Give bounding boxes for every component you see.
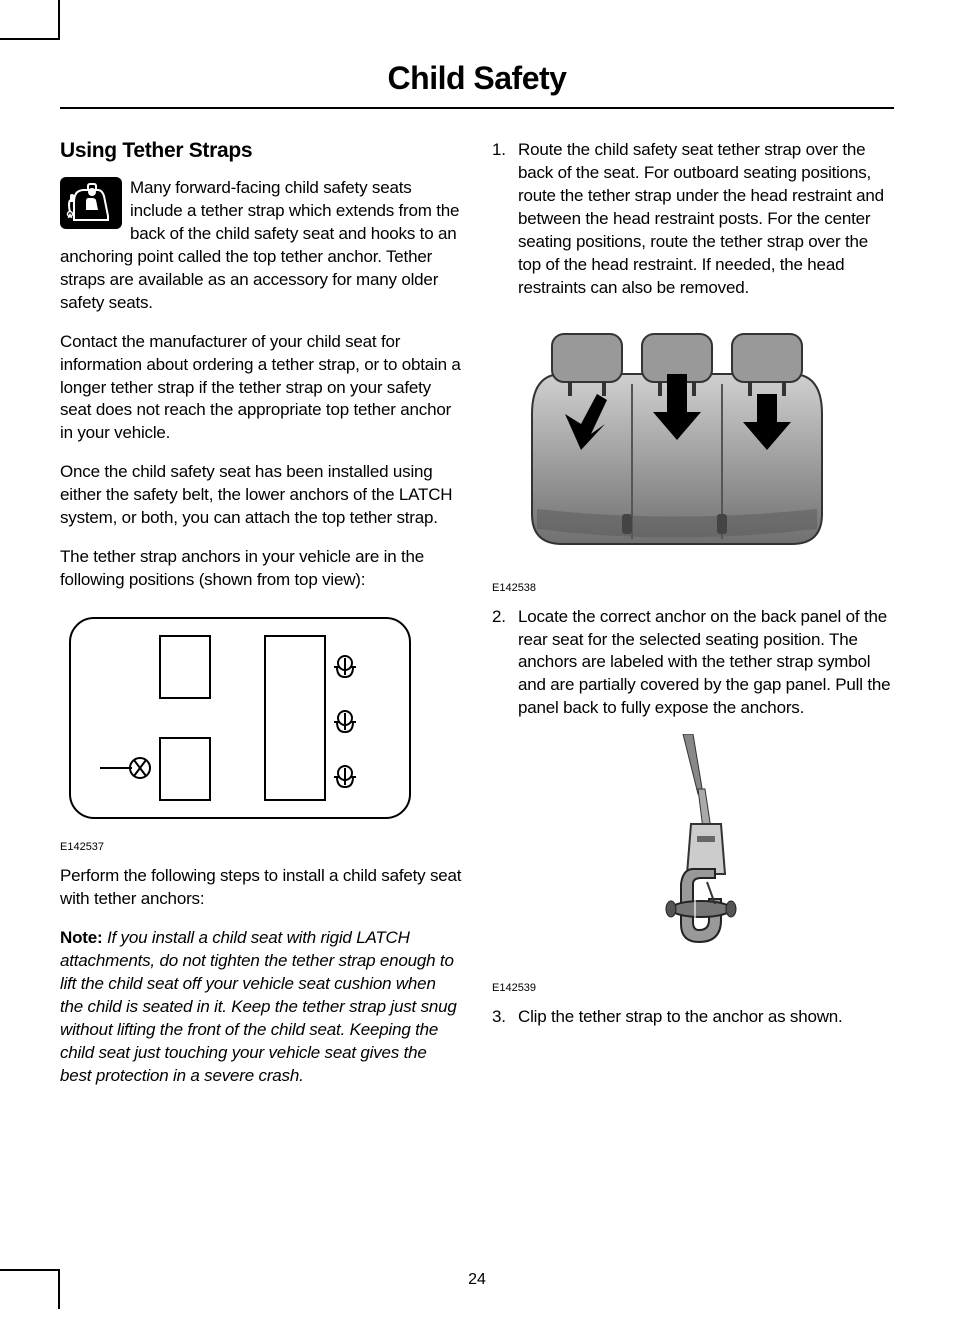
paragraph-4: The tether strap anchors in your vehicle… (60, 546, 462, 592)
anchor-clip-diagram (492, 734, 894, 974)
step-3: 3. Clip the tether strap to the anchor a… (492, 1006, 894, 1029)
child-seat-icon (60, 177, 122, 229)
top-view-diagram (60, 608, 462, 833)
step-text: Route the child safety seat tether strap… (518, 139, 894, 300)
step-text: Locate the correct anchor on the back pa… (518, 606, 894, 721)
step-number: 3. (492, 1006, 518, 1029)
right-column: 1. Route the child safety seat tether st… (492, 139, 894, 1103)
content-columns: Using Tether Straps Many forward-facing … (60, 139, 894, 1103)
step-2: 2. Locate the correct anchor on the back… (492, 606, 894, 721)
left-column: Using Tether Straps Many forward-facing … (60, 139, 462, 1103)
diagram-3-caption: E142539 (492, 982, 894, 994)
note-paragraph: Note: If you install a child seat with r… (60, 927, 462, 1088)
diagram-1-caption: E142537 (60, 841, 462, 853)
paragraph-3: Once the child safety seat has been inst… (60, 461, 462, 530)
step-text: Clip the tether strap to the anchor as s… (518, 1006, 894, 1029)
steps-list: 1. Route the child safety seat tether st… (492, 139, 894, 300)
seat-routing-diagram (492, 314, 894, 574)
steps-list-3: 3. Clip the tether strap to the anchor a… (492, 1006, 894, 1029)
intro-paragraph-with-icon: Many forward-facing child safety seats i… (60, 177, 462, 315)
note-text: If you install a child seat with rigid L… (60, 928, 457, 1085)
diagram-2-caption: E142538 (492, 582, 894, 594)
page-title: Child Safety (60, 40, 894, 109)
section-heading: Using Tether Straps (60, 139, 462, 163)
page-number: 24 (0, 1271, 954, 1289)
step-number: 2. (492, 606, 518, 721)
note-label: Note: (60, 928, 102, 947)
step-number: 1. (492, 139, 518, 300)
step-1: 1. Route the child safety seat tether st… (492, 139, 894, 300)
crop-mark-top-left (0, 0, 60, 40)
paragraph-2: Contact the manufacturer of your child s… (60, 331, 462, 446)
paragraph-5: Perform the following steps to install a… (60, 865, 462, 911)
steps-list-2: 2. Locate the correct anchor on the back… (492, 606, 894, 721)
